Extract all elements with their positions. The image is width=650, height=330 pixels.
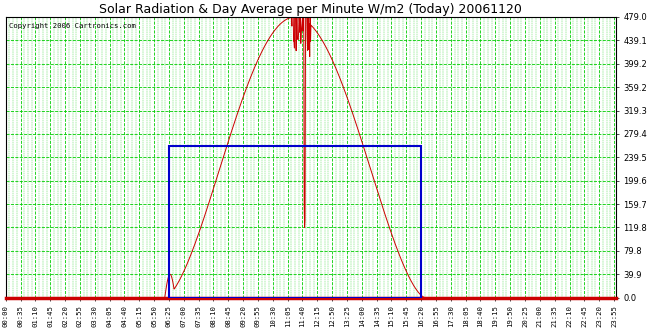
Text: Copyright 2006 Cartronics.com: Copyright 2006 Cartronics.com xyxy=(9,22,136,29)
Bar xyxy=(169,146,421,298)
Title: Solar Radiation & Day Average per Minute W/m2 (Today) 20061120: Solar Radiation & Day Average per Minute… xyxy=(99,3,522,16)
